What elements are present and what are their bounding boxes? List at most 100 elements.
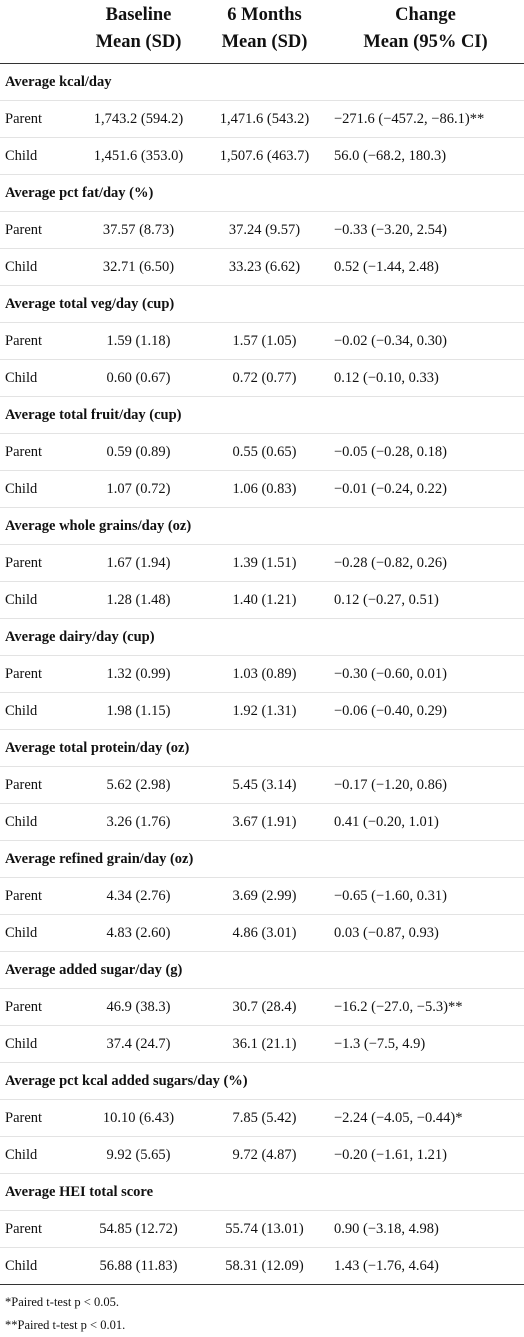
section-title: Average whole grains/day (oz) [0,507,524,545]
section-row: Average kcal/day [0,64,524,101]
group-label: Parent [0,1210,75,1248]
baseline-cell: 56.88 (11.83) [75,1247,202,1285]
section-row: Average HEI total score [0,1173,524,1211]
header-change-sub: Mean (95% CI) [363,32,488,52]
six-months-cell: 5.45 (3.14) [202,766,327,804]
table-row: Child 1.98 (1.15) 1.92 (1.31) −0.06 (−0.40,… [0,692,524,730]
section-row: Average pct fat/day (%) [0,174,524,212]
group-label: Child [0,248,75,286]
table-header: Baseline 6 Months Change Mean (SD) Mean … [0,0,524,64]
table-bottom-rule [0,1284,524,1285]
nutrition-comparison-table: Baseline 6 Months Change Mean (SD) Mean … [0,0,524,1285]
group-label: Child [0,1247,75,1285]
section-row: Average whole grains/day (oz) [0,507,524,545]
table-row: Parent 1.67 (1.94) 1.39 (1.51) −0.28 (−0.82… [0,544,524,582]
six-months-cell: 3.69 (2.99) [202,877,327,915]
section-row: Average pct kcal added sugars/day (%) [0,1062,524,1100]
table-row: Child 37.4 (24.7) 36.1 (21.1) −1.3 (−7.5, 4… [0,1025,524,1063]
change-cell: −0.33 (−3.20, 2.54) [327,211,524,249]
group-label: Parent [0,211,75,249]
baseline-cell: 0.59 (0.89) [75,433,202,471]
table-row: Parent 1,743.2 (594.2) 1,471.6 (543.2) −271… [0,100,524,138]
change-cell: −0.02 (−0.34, 0.30) [327,322,524,360]
group-label: Child [0,914,75,952]
six-months-cell: 1.39 (1.51) [202,544,327,582]
six-months-cell: 0.55 (0.65) [202,433,327,471]
section-row: Average total protein/day (oz) [0,729,524,767]
group-label: Parent [0,100,75,138]
baseline-cell: 46.9 (38.3) [75,988,202,1026]
header-change: Change [395,5,456,25]
baseline-cell: 5.62 (2.98) [75,766,202,804]
baseline-cell: 1.67 (1.94) [75,544,202,582]
baseline-cell: 1.59 (1.18) [75,322,202,360]
six-months-cell: 58.31 (12.09) [202,1247,327,1285]
table-row: Child 4.83 (2.60) 4.86 (3.01) 0.03 (−0.87, … [0,914,524,952]
baseline-cell: 1.32 (0.99) [75,655,202,693]
change-cell: −0.20 (−1.61, 1.21) [327,1136,524,1174]
footnotes: *Paired t-test p < 0.05. **Paired t-test… [0,1291,524,1337]
change-cell: −0.30 (−0.60, 0.01) [327,655,524,693]
table-row: Parent 0.59 (0.89) 0.55 (0.65) −0.05 (−0.28… [0,433,524,471]
baseline-cell: 37.4 (24.7) [75,1025,202,1063]
section-row: Average refined grain/day (oz) [0,840,524,878]
six-months-cell: 4.86 (3.01) [202,914,327,952]
table-row: Parent 54.85 (12.72) 55.74 (13.01) 0.90 (−3… [0,1210,524,1248]
baseline-cell: 10.10 (6.43) [75,1099,202,1137]
table-row: Parent 46.9 (38.3) 30.7 (28.4) −16.2 (−27.0… [0,988,524,1026]
group-label: Child [0,803,75,841]
section-row: Average dairy/day (cup) [0,618,524,656]
table-row: Child 1,451.6 (353.0) 1,507.6 (463.7) 56.0 … [0,137,524,175]
baseline-cell: 4.34 (2.76) [75,877,202,915]
table-row: Child 9.92 (5.65) 9.72 (4.87) −0.20 (−1.61,… [0,1136,524,1174]
change-cell: 1.43 (−1.76, 4.64) [327,1247,524,1285]
change-cell: 0.12 (−0.10, 0.33) [327,359,524,397]
baseline-cell: 1,451.6 (353.0) [75,137,202,175]
six-months-cell: 1.57 (1.05) [202,322,327,360]
change-cell: −0.06 (−0.40, 0.29) [327,692,524,730]
table-row: Parent 4.34 (2.76) 3.69 (2.99) −0.65 (−1.60… [0,877,524,915]
header-baseline-sub: Mean (SD) [95,32,182,52]
section-row: Average total fruit/day (cup) [0,396,524,434]
group-label: Parent [0,1099,75,1137]
table-row: Child 1.07 (0.72) 1.06 (0.83) −0.01 (−0.24,… [0,470,524,508]
group-label: Parent [0,766,75,804]
baseline-cell: 32.71 (6.50) [75,248,202,286]
baseline-cell: 4.83 (2.60) [75,914,202,952]
table-row: Child 3.26 (1.76) 3.67 (1.91) 0.41 (−0.20, … [0,803,524,841]
section-row: Average total veg/day (cup) [0,285,524,323]
change-cell: −0.28 (−0.82, 0.26) [327,544,524,582]
change-cell: 0.90 (−3.18, 4.98) [327,1210,524,1248]
change-cell: −0.05 (−0.28, 0.18) [327,433,524,471]
baseline-cell: 54.85 (12.72) [75,1210,202,1248]
six-months-cell: 37.24 (9.57) [202,211,327,249]
group-label: Parent [0,877,75,915]
header-spacer [0,29,75,64]
table-row: Parent 37.57 (8.73) 37.24 (9.57) −0.33 (−3.… [0,211,524,249]
six-months-cell: 0.72 (0.77) [202,359,327,397]
group-label: Child [0,1025,75,1063]
baseline-cell: 1.98 (1.15) [75,692,202,730]
six-months-cell: 7.85 (5.42) [202,1099,327,1137]
footnote-p01: **Paired t-test p < 0.01. [5,1318,126,1332]
section-title: Average refined grain/day (oz) [0,840,524,878]
change-cell: 0.52 (−1.44, 2.48) [327,248,524,286]
change-cell: 0.03 (−0.87, 0.93) [327,914,524,952]
baseline-cell: 9.92 (5.65) [75,1136,202,1174]
table-row: Child 32.71 (6.50) 33.23 (6.62) 0.52 (−1.44… [0,248,524,286]
group-label: Parent [0,655,75,693]
baseline-cell: 0.60 (0.67) [75,359,202,397]
baseline-cell: 1,743.2 (594.2) [75,100,202,138]
table-row: Parent 1.32 (0.99) 1.03 (0.89) −0.30 (−0.60… [0,655,524,693]
six-months-cell: 1,471.6 (543.2) [202,100,327,138]
section-title: Average total fruit/day (cup) [0,396,524,434]
six-months-cell: 9.72 (4.87) [202,1136,327,1174]
group-label: Child [0,359,75,397]
group-label: Parent [0,322,75,360]
group-label: Child [0,137,75,175]
section-title: Average HEI total score [0,1173,524,1211]
header-rule [0,63,524,64]
footnote-p05: *Paired t-test p < 0.05. [5,1295,119,1309]
section-row: Average added sugar/day (g) [0,951,524,989]
group-label: Child [0,1136,75,1174]
